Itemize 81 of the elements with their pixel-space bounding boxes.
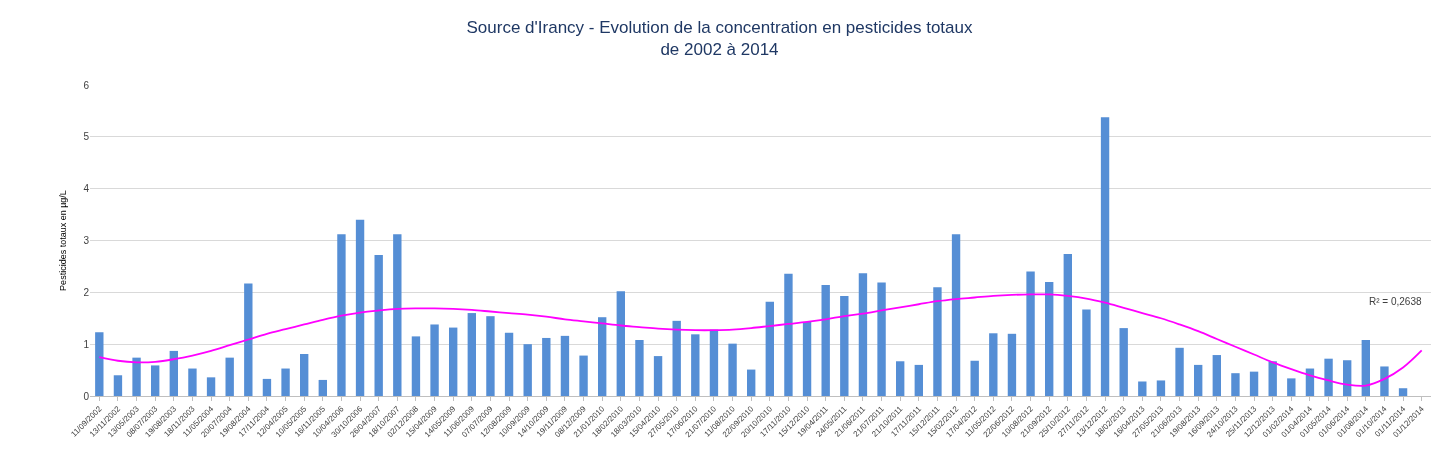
bar (225, 357, 234, 396)
bar (1063, 253, 1072, 396)
y-tick-label: 4 (83, 183, 90, 195)
bar (709, 329, 719, 396)
bar (1007, 333, 1017, 396)
bar (896, 361, 905, 396)
bar (970, 360, 979, 396)
chart-title: Source d'Irancy - Evolution de la concentration en pesticides totaux de 2002 à 2014 (466, 17, 973, 59)
bar (318, 379, 327, 396)
bar (933, 287, 942, 396)
bar (393, 234, 402, 396)
bar (1212, 355, 1221, 396)
bar (802, 321, 812, 396)
bar (281, 368, 290, 396)
bar (337, 234, 346, 396)
bar (784, 273, 793, 396)
bar (244, 283, 253, 396)
bar (616, 291, 625, 396)
bar (1361, 340, 1370, 396)
bar (504, 332, 514, 396)
y-tick-label: 0 (83, 390, 90, 402)
bar (95, 332, 104, 396)
bar (1156, 380, 1166, 396)
annotation: R² = 0,2638 (1369, 296, 1422, 307)
bar (430, 324, 439, 396)
bar (747, 369, 756, 396)
bar (300, 354, 309, 396)
bar (374, 255, 383, 396)
bar (542, 337, 551, 396)
bar (691, 334, 700, 396)
y-axis-title: Pesticides totaux en µg/L (57, 190, 68, 291)
bar (188, 368, 197, 396)
bar (169, 350, 178, 396)
bar (1343, 360, 1352, 396)
bar (151, 365, 160, 396)
bar (1119, 328, 1128, 396)
bar (821, 285, 830, 396)
line-series (98, 293, 1423, 387)
bar (1194, 364, 1203, 396)
bar (914, 364, 923, 396)
y-tick-label: 3 (83, 235, 90, 246)
bar (560, 335, 570, 396)
bar (840, 295, 849, 396)
bar (877, 282, 886, 396)
y-tick-label: 2 (83, 286, 90, 298)
bar (598, 317, 607, 396)
bar (1082, 309, 1091, 396)
bar (486, 316, 495, 396)
bar (1287, 378, 1296, 396)
bar (355, 219, 365, 396)
bar (1138, 381, 1147, 396)
bar (989, 333, 998, 396)
y-tick-label: 5 (83, 131, 90, 143)
bar (449, 327, 458, 396)
bar (728, 343, 737, 396)
bar (858, 273, 868, 396)
bar (1398, 388, 1408, 396)
bar (411, 336, 421, 396)
bar (1268, 361, 1277, 396)
bar (523, 344, 532, 396)
bar (1324, 358, 1333, 396)
bar (653, 356, 663, 396)
bar (132, 357, 141, 396)
bar (672, 320, 681, 396)
bar (579, 355, 588, 396)
bar (951, 234, 961, 396)
bar (1175, 347, 1184, 396)
y-tick-label: 6 (83, 79, 90, 91)
bar (206, 377, 216, 396)
bar (1249, 371, 1259, 396)
bar (262, 378, 272, 396)
bar (1045, 281, 1054, 396)
bar (1231, 373, 1240, 396)
bar (1026, 271, 1035, 396)
bar (1380, 366, 1389, 396)
bar (467, 313, 476, 396)
bar (635, 340, 644, 396)
y-tick-label: 1 (83, 338, 90, 350)
bar (1100, 117, 1110, 396)
bar (765, 301, 774, 396)
bar (113, 375, 123, 396)
